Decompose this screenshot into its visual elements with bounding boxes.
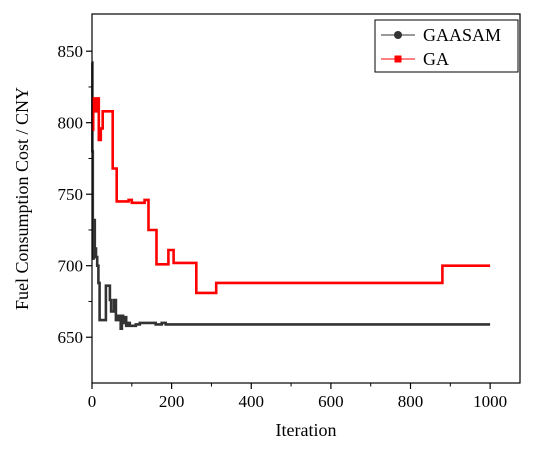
series-line-ga <box>91 97 491 295</box>
y-tick-label: 650 <box>58 328 84 347</box>
legend-marker-gaasam <box>394 31 402 39</box>
plot-frame <box>91 13 521 384</box>
axes-layer: 0 200 400 600 800 1000 650 700 750 800 850 <box>58 13 521 411</box>
x-tick-label: 600 <box>318 392 344 411</box>
x-tick-label: 0 <box>88 392 97 411</box>
x-tick-label: 800 <box>398 392 424 411</box>
y-tick-label: 700 <box>58 257 84 276</box>
legend-label-gaasam: GAASAM <box>423 25 501 45</box>
x-tick-label: 200 <box>159 392 185 411</box>
x-axis-title: Iteration <box>276 420 337 440</box>
y-tick-label: 850 <box>58 42 84 61</box>
y-axis-title: Fuel Consumption Cost / CNY <box>12 87 32 310</box>
y-tick-label: 800 <box>58 114 84 133</box>
legend-box <box>374 19 519 73</box>
x-tick-label: 1000 <box>473 392 507 411</box>
legend-marker-ga <box>394 55 402 63</box>
series-layer <box>91 61 491 331</box>
y-tick-label: 750 <box>58 185 84 204</box>
x-tick-label: 400 <box>239 392 265 411</box>
series-line-gaasam <box>91 61 491 331</box>
legend: GAASAM GA <box>374 19 519 73</box>
legend-label-ga: GA <box>423 49 449 69</box>
